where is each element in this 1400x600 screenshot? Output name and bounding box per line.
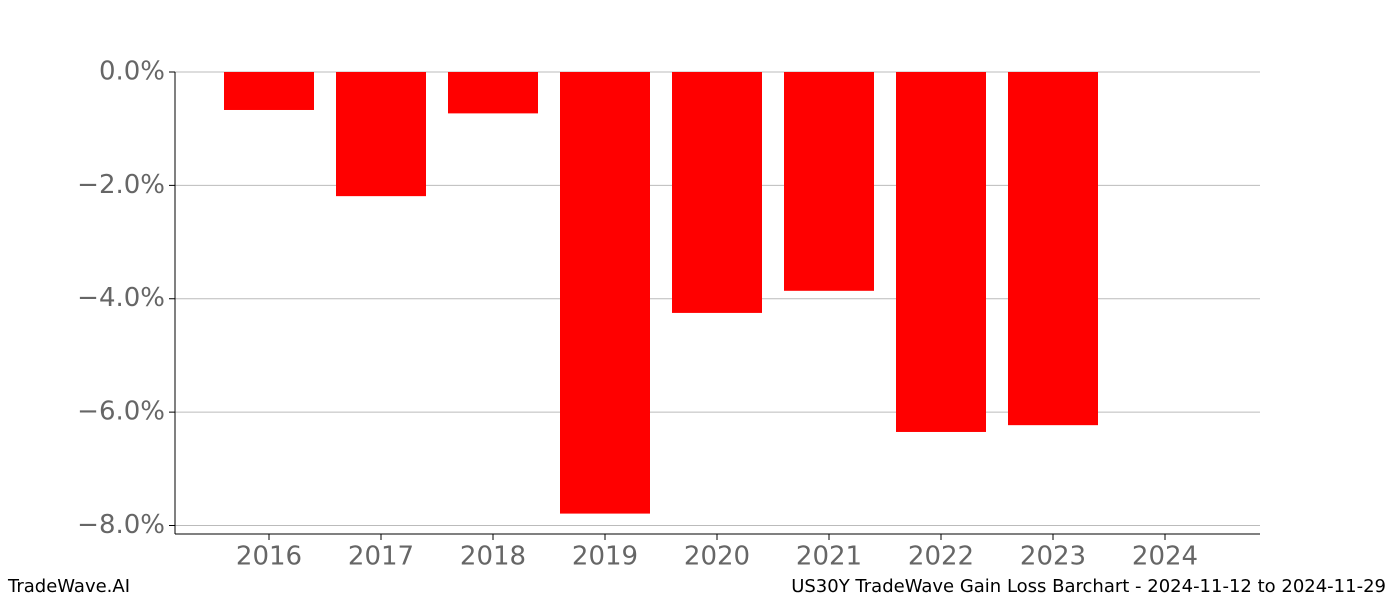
x-tick-label: 2024 xyxy=(1132,542,1198,572)
bar xyxy=(224,72,314,110)
chart-title: US30Y TradeWave Gain Loss Barchart - 202… xyxy=(791,576,1386,597)
bar xyxy=(560,72,650,514)
x-tick-label: 2021 xyxy=(796,542,862,572)
y-tick-label: −2.0% xyxy=(77,170,165,200)
x-tick-label: 2019 xyxy=(572,542,638,572)
bar xyxy=(672,72,762,313)
bar xyxy=(896,72,986,432)
watermark: TradeWave.AI xyxy=(7,576,130,597)
y-tick-label: −6.0% xyxy=(77,397,165,427)
y-tick-label: −8.0% xyxy=(77,510,165,540)
x-tick-label: 2022 xyxy=(908,542,974,572)
x-tick-label: 2017 xyxy=(348,542,414,572)
y-tick-label: −4.0% xyxy=(77,283,165,313)
y-tick-label: 0.0% xyxy=(99,57,165,87)
bar xyxy=(784,72,874,291)
bar xyxy=(1008,72,1098,426)
x-tick-label: 2020 xyxy=(684,542,750,572)
x-tick-label: 2023 xyxy=(1020,542,1086,572)
x-tick-label: 2016 xyxy=(236,542,302,572)
bar xyxy=(448,72,538,114)
bar xyxy=(336,72,426,197)
x-tick-label: 2018 xyxy=(460,542,526,572)
